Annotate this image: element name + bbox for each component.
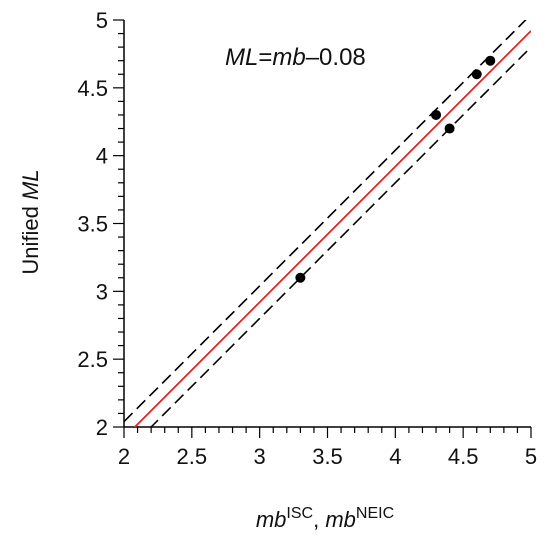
lower-confidence-band xyxy=(150,46,531,427)
data-point xyxy=(431,109,442,120)
x-label-part2: mb xyxy=(325,507,356,532)
upper-confidence-band xyxy=(124,20,527,423)
x-label-sup2: NEIC xyxy=(356,505,394,522)
equation-rhs: mb xyxy=(272,44,305,71)
y-tick-label: 2.5 xyxy=(77,347,108,372)
data-point xyxy=(485,55,496,66)
y-label-prefix: Unified xyxy=(18,200,43,275)
equation-annotation: ML=mb–0.08 xyxy=(225,44,366,71)
equation-lhs: ML xyxy=(225,44,258,71)
equation-rest: –0.08 xyxy=(306,44,366,71)
equation-eq: = xyxy=(258,44,272,71)
x-tick-label: 4.5 xyxy=(448,444,479,469)
x-label-sep: , xyxy=(313,507,325,532)
y-tick-label: 5 xyxy=(96,8,108,33)
data-point xyxy=(444,123,455,134)
x-label-sup1: ISC xyxy=(286,505,313,522)
y-tick-label: 2 xyxy=(96,415,108,440)
x-label-part1: mb xyxy=(256,507,287,532)
data-point xyxy=(295,272,306,283)
x-tick-label: 4 xyxy=(389,444,401,469)
x-tick-label: 3.5 xyxy=(312,444,343,469)
y-label-italic: ML xyxy=(18,169,43,200)
x-tick-label: 2 xyxy=(118,444,130,469)
data-point xyxy=(471,69,482,80)
y-tick-label: 4.5 xyxy=(77,76,108,101)
x-tick-label: 3 xyxy=(254,444,266,469)
y-tick-label: 4 xyxy=(96,144,108,169)
x-axis-label: mbISC, mbNEIC xyxy=(256,505,394,532)
y-axis-label: Unified ML xyxy=(18,169,43,274)
regression-line xyxy=(133,30,531,427)
x-tick-label: 2.5 xyxy=(177,444,208,469)
x-tick-label: 5 xyxy=(525,444,537,469)
y-tick-label: 3.5 xyxy=(77,212,108,237)
y-tick-label: 3 xyxy=(96,279,108,304)
plot-area: 2 2.5 3 3.5 4 4.5 5 2 2.5 3 3.5 4 4.5 5 xyxy=(77,8,537,469)
